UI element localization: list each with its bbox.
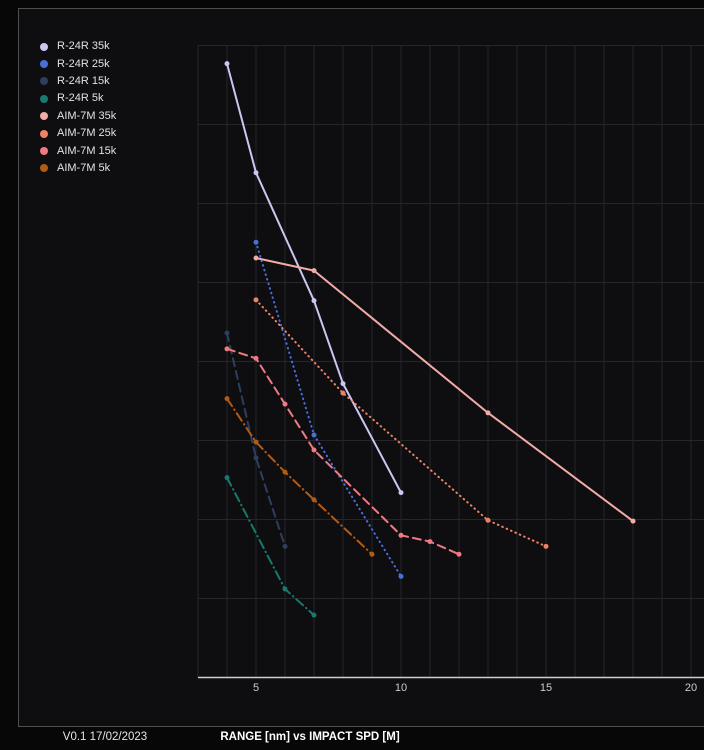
legend-item-aim-7m-25k: AIM-7M 25k bbox=[40, 125, 116, 142]
series-aim-7m-5k-data-point bbox=[311, 497, 317, 503]
series-r-24r-35k-data-point bbox=[253, 170, 259, 176]
series-aim-7m-25k-line bbox=[255, 298, 547, 548]
series-r-24r-35k-data-point bbox=[398, 490, 404, 496]
series-r-24r-35k-data-point bbox=[224, 61, 230, 67]
legend-item-label: AIM-7M 15k bbox=[57, 144, 117, 157]
series-aim-7m-5k-data-point bbox=[224, 396, 230, 402]
chart-panel bbox=[18, 8, 704, 727]
legend-item-r-24r-35k: R-24R 35k bbox=[40, 38, 116, 55]
series-aim-7m-5k-data-point bbox=[369, 551, 375, 557]
legend-item-r-24r-25k: R-24R 25k bbox=[40, 55, 116, 72]
series-r-24r-15k-data-point bbox=[282, 543, 288, 549]
legend-item-label: AIM-7M 35k bbox=[57, 109, 117, 122]
series-aim-7m-15k-data-point bbox=[253, 355, 259, 361]
legend-dot-icon bbox=[40, 94, 48, 103]
legend-item-label: R-24R 15k bbox=[57, 74, 110, 87]
legend-item-r-24r-5k: R-24R 5k bbox=[40, 90, 116, 107]
legend-dot-icon bbox=[40, 112, 48, 121]
series-r-24r-15k-data-point bbox=[253, 455, 259, 461]
series-r-24r-5k-data-point bbox=[224, 475, 230, 481]
x-tick-label: 15 bbox=[540, 682, 552, 694]
series-aim-7m-15k-data-point bbox=[398, 532, 404, 538]
series-aim-7m-35k-data-point bbox=[485, 410, 491, 416]
legend-item-r-24r-15k: R-24R 15k bbox=[40, 73, 116, 90]
legend-item-label: R-24R 5k bbox=[57, 92, 104, 105]
series-aim-7m-15k-data-point bbox=[427, 539, 433, 545]
series-aim-7m-35k-data-point bbox=[253, 255, 259, 261]
series-aim-7m-5k-line bbox=[226, 397, 373, 556]
series-r-24r-15k-data-point bbox=[224, 330, 230, 336]
chart-title: RANGE [nm] vs IMPACT SPD [M] bbox=[220, 731, 400, 743]
version-label: V0.1 17/02/2023 bbox=[62, 731, 148, 743]
legend-dot-icon bbox=[40, 129, 48, 138]
series-r-24r-15k-line bbox=[226, 332, 286, 548]
series-r-24r-25k-data-point bbox=[311, 432, 317, 438]
series-aim-7m-25k-data-point bbox=[340, 390, 346, 396]
series-r-24r-25k-data-point bbox=[253, 239, 259, 245]
series-r-24r-35k-data-point bbox=[340, 381, 346, 387]
series-aim-7m-15k-data-point bbox=[311, 447, 317, 453]
x-tick-label: 10 bbox=[395, 682, 407, 694]
series-aim-7m-25k-data-point bbox=[253, 297, 259, 303]
series-aim-7m-35k-line bbox=[255, 257, 634, 523]
legend-item-aim-7m-5k: AIM-7M 5k bbox=[40, 160, 116, 177]
legend-dot-icon bbox=[40, 164, 48, 173]
legend-item-aim-7m-35k: AIM-7M 35k bbox=[40, 108, 116, 125]
x-tick-label: 20 bbox=[685, 682, 697, 694]
series-r-24r-5k-data-point bbox=[311, 612, 317, 618]
legend-item-label: AIM-7M 5k bbox=[57, 161, 111, 174]
series-aim-7m-25k-data-point bbox=[485, 517, 491, 523]
legend-dot-icon bbox=[40, 147, 48, 156]
series-aim-7m-25k-data-point bbox=[543, 543, 549, 549]
series-aim-7m-15k-data-point bbox=[456, 551, 462, 557]
series-r-24r-25k-data-point bbox=[398, 573, 404, 579]
series-r-24r-35k-data-point bbox=[311, 298, 317, 304]
x-tick-label: 5 bbox=[253, 682, 259, 694]
series-aim-7m-5k-data-point bbox=[253, 439, 259, 445]
series-aim-7m-15k-data-point bbox=[282, 401, 288, 407]
legend-item-aim-7m-15k: AIM-7M 15k bbox=[40, 142, 116, 159]
legend-item-label: R-24R 35k bbox=[57, 40, 110, 53]
series-aim-7m-35k-data-point bbox=[311, 268, 317, 274]
legend-item-label: AIM-7M 25k bbox=[57, 127, 117, 140]
series-aim-7m-5k-data-point bbox=[282, 469, 288, 475]
legend: R-24R 35k R-24R 25k R-24R 15k R-24R 5k AIM-7… bbox=[40, 38, 116, 177]
legend-dot-icon bbox=[40, 77, 48, 86]
series-r-24r-5k-data-point bbox=[282, 586, 288, 592]
series-r-24r-5k-line bbox=[226, 476, 315, 617]
series-aim-7m-15k-data-point bbox=[224, 346, 230, 352]
legend-dot-icon bbox=[40, 42, 48, 51]
series-aim-7m-35k-data-point bbox=[630, 518, 636, 524]
legend-item-label: R-24R 25k bbox=[57, 57, 110, 70]
legend-dot-icon bbox=[40, 60, 48, 69]
